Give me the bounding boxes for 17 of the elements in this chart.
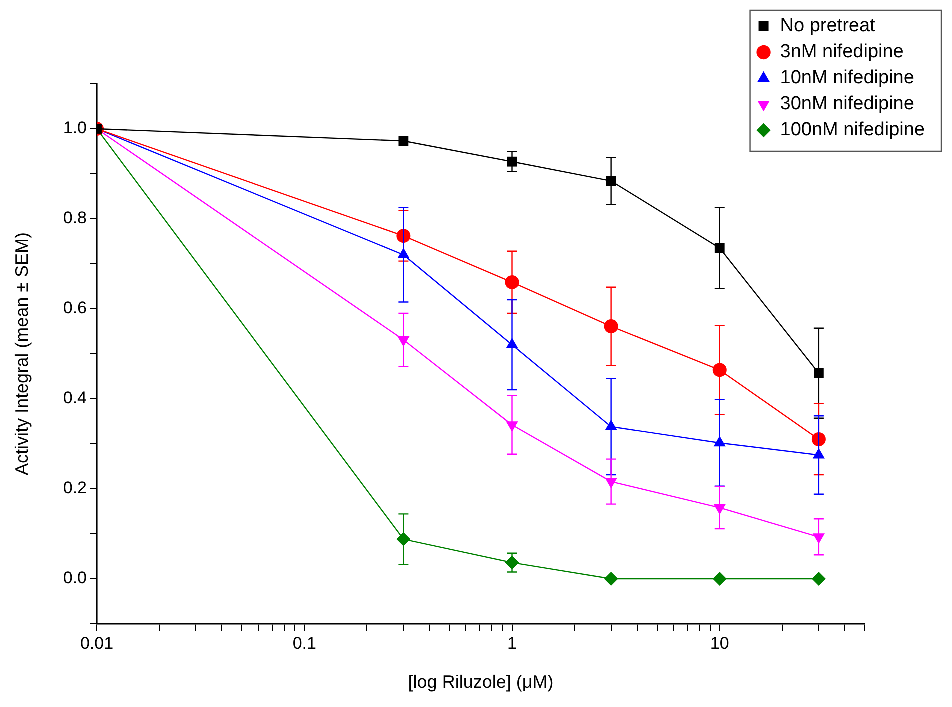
y-tick-label: 0.6 (63, 298, 87, 318)
y-axis-title: Activity Integral (mean ± SEM) (12, 232, 32, 476)
x-tick-label: 1 (508, 634, 517, 653)
x-tick-label: 0.01 (80, 634, 114, 653)
legend-label: 3nM nifedipine (780, 42, 904, 63)
y-tick-label: 0.4 (63, 388, 87, 408)
legend-label: No pretreat (780, 16, 876, 37)
legend-label: 30nM nifedipine (780, 94, 914, 115)
y-tick-label: 0.2 (63, 478, 87, 498)
y-tick-label: 0.0 (63, 568, 87, 588)
x-tick-label: 0.1 (292, 634, 316, 653)
legend-label: 100nM nifedipine (780, 120, 925, 141)
y-tick-label: 1.0 (63, 118, 87, 138)
x-axis-title: [log Riluzole] (μM) (408, 672, 554, 692)
x-tick-label: 10 (710, 634, 730, 653)
legend-label: 10nM nifedipine (780, 68, 914, 89)
y-tick-label: 0.8 (63, 208, 87, 228)
